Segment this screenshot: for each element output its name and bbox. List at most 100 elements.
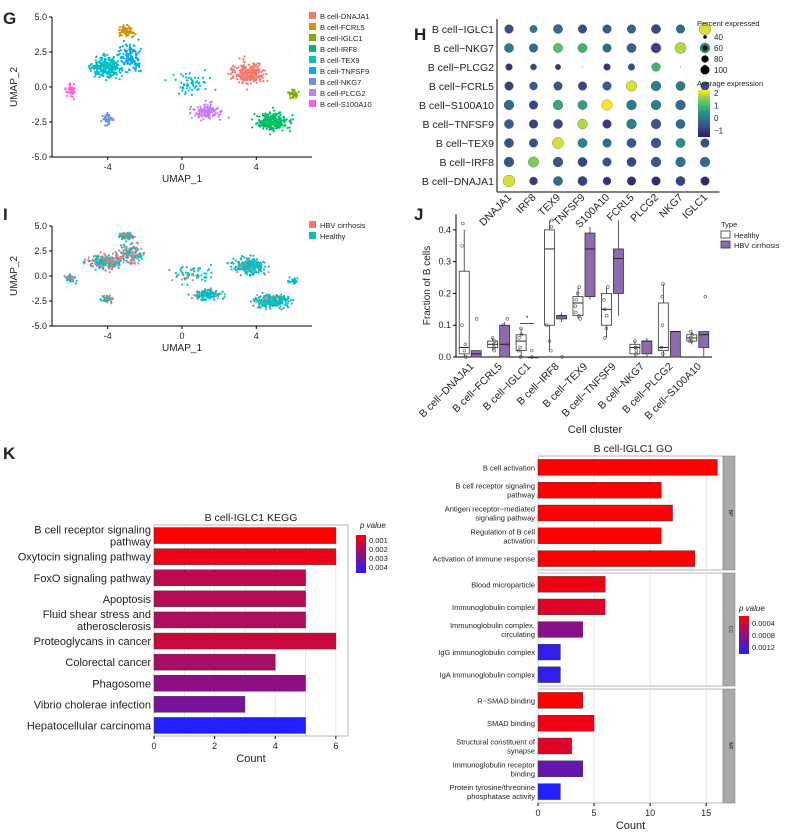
- umap-point: [246, 260, 249, 263]
- dot: [674, 42, 687, 54]
- umap-point: [127, 33, 130, 37]
- dot: [627, 176, 636, 186]
- umap-point: [180, 270, 183, 273]
- umap-point: [98, 261, 101, 264]
- dot: [504, 119, 514, 129]
- y-tick-label: 0.4: [438, 225, 451, 235]
- umap-point: [261, 291, 264, 294]
- dot: [553, 176, 563, 186]
- umap-point: [242, 78, 245, 81]
- umap-point: [140, 257, 143, 260]
- box: [698, 331, 710, 348]
- y-tick-label: 2.5: [34, 246, 47, 256]
- umap-point: [190, 116, 193, 120]
- x-tick-label: 0: [535, 808, 540, 818]
- umap-point: [271, 113, 274, 117]
- umap-point: [286, 304, 289, 307]
- umap-point: [283, 118, 286, 121]
- umap-point: [83, 260, 86, 264]
- umap-point: [121, 246, 124, 249]
- umap-point: [200, 274, 203, 277]
- dot: [651, 176, 661, 186]
- dot: [602, 176, 612, 186]
- umap-point: [241, 67, 244, 70]
- size-legend-dot: [700, 65, 710, 75]
- umap-point: [191, 83, 194, 86]
- legend-label: Healthy: [734, 231, 760, 240]
- umap-point: [172, 73, 175, 76]
- umap-point: [94, 259, 97, 262]
- umap-point: [95, 72, 98, 75]
- umap-point: [113, 257, 116, 260]
- bar: [537, 715, 595, 732]
- umap-point: [117, 63, 120, 66]
- dot: [553, 43, 563, 53]
- umap-point: [110, 74, 113, 77]
- umap-point: [113, 66, 116, 70]
- umap-point: [203, 276, 206, 279]
- umap-point: [259, 268, 262, 271]
- box-point: [688, 336, 692, 340]
- umap-point: [124, 32, 127, 36]
- umap-point: [142, 253, 145, 256]
- umap-point: [87, 256, 90, 259]
- x-axis-title: UMAP_1: [162, 174, 202, 185]
- legend-label: B cell-TNFSF9: [320, 67, 369, 76]
- umap-point: [194, 76, 197, 79]
- umap-point: [256, 62, 259, 65]
- box-point: [703, 294, 707, 299]
- row-label: B cell−TNFSF9: [423, 119, 495, 131]
- umap-point: [267, 116, 270, 119]
- facet-label: MF: [727, 742, 733, 749]
- y-tick-label: 0.2: [438, 288, 451, 298]
- umap-point: [270, 120, 273, 124]
- umap-point: [129, 28, 132, 31]
- dot: [676, 24, 685, 34]
- umap-point: [288, 276, 291, 279]
- dot: [530, 63, 537, 71]
- umap-point: [125, 255, 128, 258]
- umap-point: [118, 28, 121, 31]
- umap-point: [118, 52, 121, 56]
- umap-point: [271, 304, 274, 308]
- umap-point: [132, 44, 135, 47]
- umap-point: [287, 297, 290, 300]
- umap-point: [247, 63, 251, 66]
- umap-point: [293, 281, 296, 284]
- umap-point: [209, 276, 213, 279]
- umap-point: [263, 273, 266, 276]
- umap-point: [297, 90, 300, 93]
- bar-label: Colorectal cancer: [65, 657, 151, 669]
- umap-point: [238, 57, 241, 60]
- umap-point: [252, 271, 256, 274]
- box-point: [505, 317, 510, 321]
- umap-point: [180, 278, 184, 281]
- umap-point: [242, 256, 246, 259]
- umap-point: [212, 291, 215, 294]
- umap-point: [134, 254, 137, 257]
- umap-point: [130, 31, 134, 35]
- umap-point: [252, 304, 255, 307]
- size-legend-dot: [703, 35, 707, 39]
- dot: [602, 138, 612, 148]
- umap-point: [103, 53, 106, 56]
- umap-point: [243, 55, 246, 58]
- umap-point: [241, 261, 244, 264]
- umap-point: [124, 245, 128, 248]
- umap-g-points: [64, 23, 300, 136]
- bar: [153, 632, 337, 650]
- dot: [675, 176, 686, 186]
- umap-point: [264, 117, 267, 121]
- bar: [153, 717, 306, 734]
- umap-point: [262, 125, 265, 128]
- dot: [651, 62, 661, 72]
- umap-point: [123, 245, 126, 248]
- umap-point: [123, 27, 126, 30]
- umap-point: [186, 79, 189, 82]
- umap-point: [134, 33, 137, 36]
- umap-point: [101, 114, 104, 118]
- umap-point: [67, 88, 70, 91]
- umap-point: [262, 73, 265, 76]
- umap-point: [190, 93, 194, 96]
